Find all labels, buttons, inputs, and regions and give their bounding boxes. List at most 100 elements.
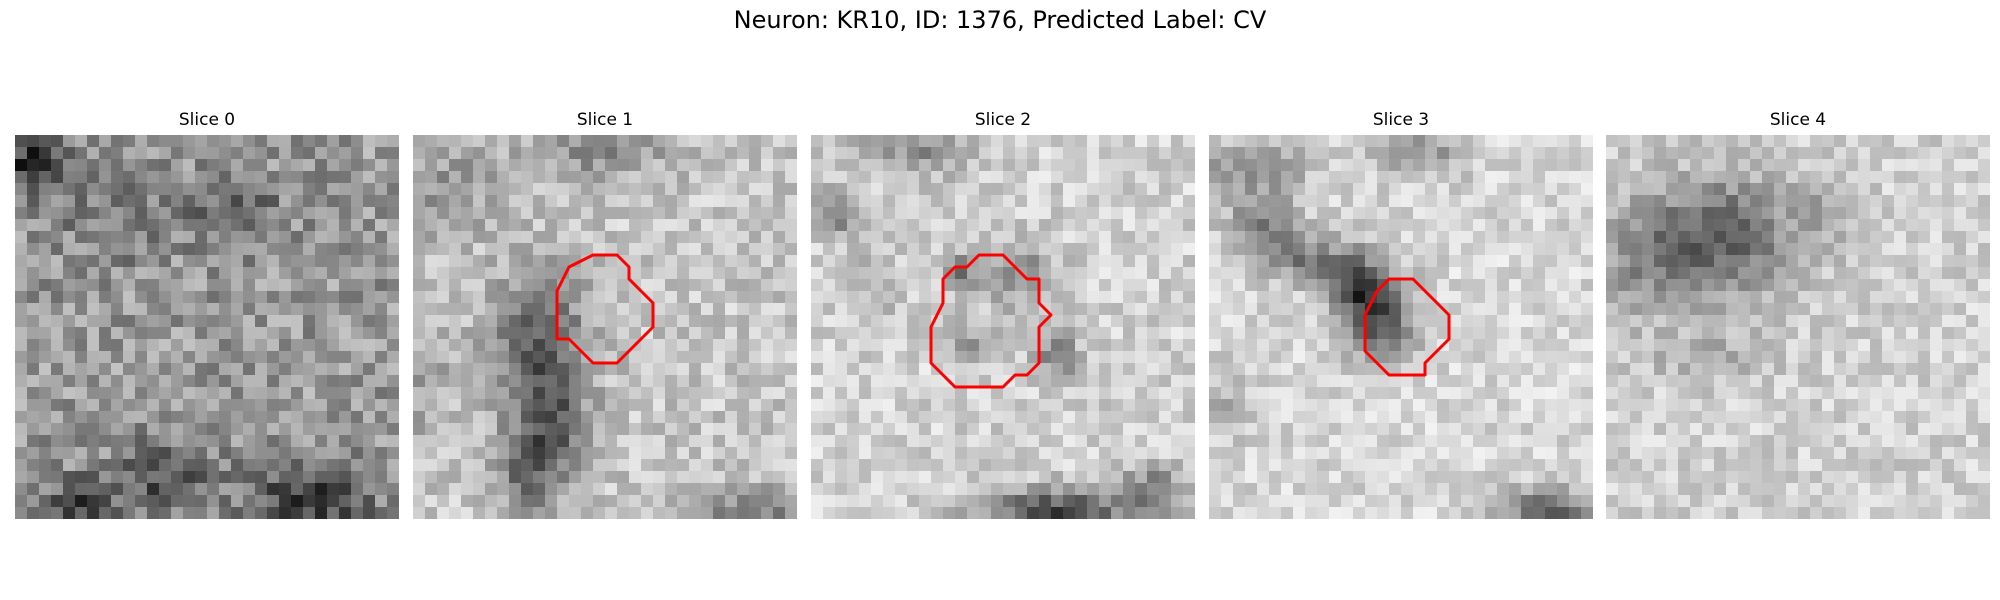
pixel xyxy=(629,231,642,244)
pixel xyxy=(1666,183,1679,196)
pixel xyxy=(1834,219,1847,232)
pixel xyxy=(27,459,40,472)
pixel xyxy=(1051,423,1064,436)
pixel xyxy=(1341,471,1354,484)
pixel xyxy=(1485,243,1498,256)
pixel xyxy=(39,327,52,340)
pixel xyxy=(1774,243,1787,256)
pixel xyxy=(689,183,702,196)
pixel xyxy=(51,183,64,196)
pixel xyxy=(87,195,100,208)
pixel xyxy=(629,195,642,208)
pixel xyxy=(1630,279,1643,292)
pixel xyxy=(1533,459,1546,472)
pixel xyxy=(581,471,594,484)
pixel xyxy=(27,363,40,376)
pixel xyxy=(1329,291,1342,304)
pixel xyxy=(991,183,1004,196)
pixel xyxy=(231,459,244,472)
pixel xyxy=(1015,303,1028,316)
pixel xyxy=(1159,363,1172,376)
pixel xyxy=(87,291,100,304)
pixel xyxy=(1269,471,1282,484)
pixel xyxy=(883,339,896,352)
pixel xyxy=(859,219,872,232)
pixel xyxy=(1858,363,1871,376)
pixel xyxy=(1606,231,1619,244)
pixel xyxy=(159,291,172,304)
pixel xyxy=(351,435,364,448)
pixel xyxy=(725,267,738,280)
pixel xyxy=(449,471,462,484)
pixel xyxy=(437,507,450,519)
pixel xyxy=(943,507,956,519)
pixel xyxy=(1039,135,1052,148)
pixel xyxy=(1159,255,1172,268)
pixel xyxy=(895,363,908,376)
pixel xyxy=(449,219,462,232)
pixel xyxy=(593,507,606,519)
pixel xyxy=(761,411,774,424)
pixel xyxy=(473,255,486,268)
pixel xyxy=(1171,159,1184,172)
pixel xyxy=(171,339,184,352)
pixel xyxy=(689,435,702,448)
pixel xyxy=(497,363,510,376)
pixel xyxy=(485,195,498,208)
pixel xyxy=(1702,339,1715,352)
pixel xyxy=(653,387,666,400)
pixel xyxy=(1317,411,1330,424)
pixel xyxy=(653,315,666,328)
pixel xyxy=(1786,171,1799,184)
pixel xyxy=(919,459,932,472)
pixel xyxy=(1774,375,1787,388)
pixel xyxy=(725,243,738,256)
pixel xyxy=(1774,459,1787,472)
pixel xyxy=(1413,159,1426,172)
pixel xyxy=(75,171,88,184)
pixel xyxy=(1966,207,1979,220)
pixel xyxy=(1581,327,1593,340)
pixel xyxy=(605,459,618,472)
pixel xyxy=(363,399,376,412)
pixel xyxy=(1545,279,1558,292)
pixel xyxy=(1051,363,1064,376)
pixel xyxy=(99,231,112,244)
pixel xyxy=(255,387,268,400)
pixel xyxy=(183,219,196,232)
pixel xyxy=(1810,183,1823,196)
pixel xyxy=(1257,351,1270,364)
pixel xyxy=(883,375,896,388)
pixel xyxy=(1485,375,1498,388)
pixel xyxy=(773,243,786,256)
pixel xyxy=(617,423,630,436)
pixel xyxy=(701,339,714,352)
pixel xyxy=(1966,255,1979,268)
pixel xyxy=(1437,435,1450,448)
pixel xyxy=(1051,171,1064,184)
pixel xyxy=(907,339,920,352)
pixel xyxy=(823,171,836,184)
pixel xyxy=(677,279,690,292)
pixel xyxy=(1533,267,1546,280)
pixel xyxy=(1377,483,1390,496)
pixel xyxy=(1221,435,1234,448)
pixel xyxy=(1521,207,1534,220)
pixel xyxy=(111,351,124,364)
pixel xyxy=(1437,471,1450,484)
pixel xyxy=(1317,303,1330,316)
pixel xyxy=(1087,159,1100,172)
pixel xyxy=(363,447,376,460)
pixel xyxy=(183,291,196,304)
pixel xyxy=(521,159,534,172)
pixel xyxy=(1497,507,1510,519)
pixel xyxy=(1882,171,1895,184)
pixel xyxy=(859,387,872,400)
pixel xyxy=(1521,363,1534,376)
pixel xyxy=(605,135,618,148)
pixel xyxy=(1485,195,1498,208)
pixel xyxy=(327,327,340,340)
pixel xyxy=(677,147,690,160)
pixel xyxy=(1954,315,1967,328)
pixel xyxy=(111,195,124,208)
